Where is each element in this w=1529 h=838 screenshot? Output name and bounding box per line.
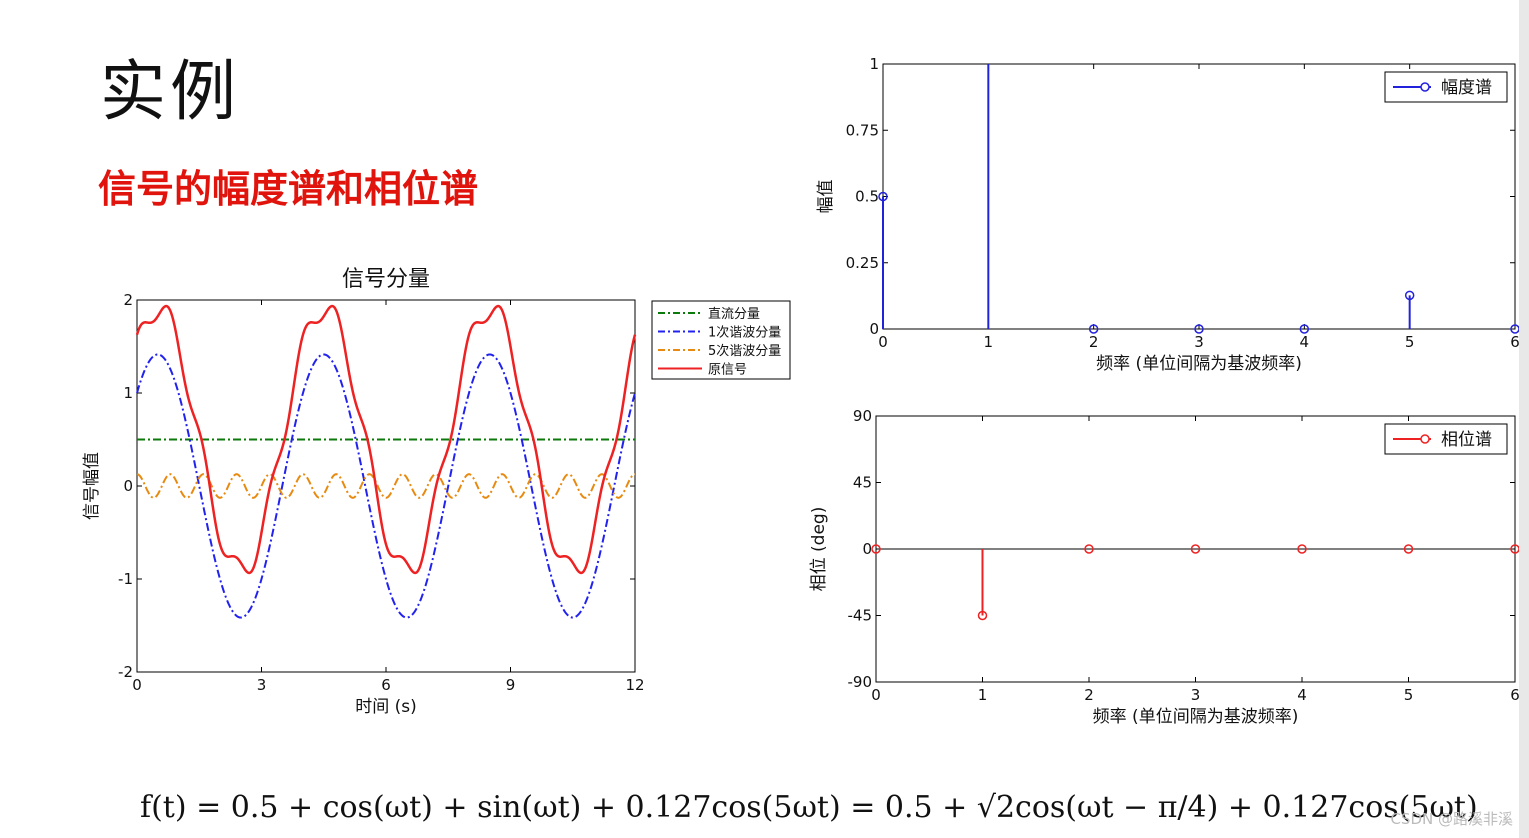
x-tick-label: 5 xyxy=(1405,333,1415,351)
y-tick-label: 1 xyxy=(869,55,879,73)
x-tick-label: 4 xyxy=(1297,686,1307,704)
stem-marker xyxy=(878,191,888,202)
stem-marker xyxy=(1510,544,1519,554)
y-tick-label: 0 xyxy=(123,477,133,495)
y-tick-label: -45 xyxy=(848,607,873,625)
legend-label: 幅度谱 xyxy=(1441,78,1492,98)
amplitude-spectrum-chart: 0 1 2 3 4 5 6 0 0.25 0.5 0.75 1 频率 (单位间隔为基波频率) 幅值 幅度谱 xyxy=(816,55,1519,374)
window-edge xyxy=(1519,0,1529,838)
y-tick-label: 0 xyxy=(862,540,872,558)
stem-marker xyxy=(1190,544,1201,554)
series-line-4 xyxy=(135,304,637,575)
y-tick-label: 0 xyxy=(869,320,879,338)
y-tick-label: -90 xyxy=(848,673,873,691)
series-line-3 xyxy=(136,473,636,499)
legend-label: 直流分量 xyxy=(708,307,760,322)
x-tick-label: 0 xyxy=(871,686,881,704)
y-axis-label: 幅值 xyxy=(816,180,836,214)
y-tick-label: 2 xyxy=(123,291,133,309)
axes-frame xyxy=(882,63,1516,330)
legend-label: 相位谱 xyxy=(1441,430,1492,450)
y-tick-label: 90 xyxy=(853,407,872,425)
stem-marker xyxy=(1299,324,1310,334)
x-tick-label: 6 xyxy=(381,676,391,694)
x-axis-label: 频率 (单位间隔为基波频率) xyxy=(1096,354,1302,374)
x-tick-label: 3 xyxy=(257,676,267,694)
series-line-2 xyxy=(136,353,636,619)
x-tick-label: 0 xyxy=(132,676,142,694)
y-tick-label: 45 xyxy=(853,474,872,492)
x-axis-label: 频率 (单位间隔为基波频率) xyxy=(1093,707,1299,727)
y-tick-label: -2 xyxy=(118,663,133,681)
y-tick-label: 1 xyxy=(123,384,133,402)
y-axis-label: 相位 (deg) xyxy=(809,507,829,592)
chart-title: 信号分量 xyxy=(342,267,430,292)
x-tick-label: 5 xyxy=(1404,686,1414,704)
legend-label: 1次谐波分量 xyxy=(708,325,781,341)
x-tick-label: 6 xyxy=(1510,333,1519,351)
y-tick-label: -1 xyxy=(118,570,133,588)
stem-marker xyxy=(1297,544,1307,554)
x-tick-label: 1 xyxy=(978,686,988,704)
x-tick-label: 12 xyxy=(625,676,644,694)
slide-title: 实例 xyxy=(100,53,240,130)
legend-label: 5次谐波分量 xyxy=(708,343,781,359)
x-tick-label: 1 xyxy=(984,333,994,351)
x-tick-label: 9 xyxy=(506,676,516,694)
x-tick-label: 2 xyxy=(1084,686,1094,704)
x-axis-label: 时间 (s) xyxy=(355,697,417,717)
x-tick-label: 3 xyxy=(1191,686,1201,704)
legend-marker xyxy=(1420,434,1430,444)
stem-marker xyxy=(871,544,881,554)
stem-marker xyxy=(1088,324,1099,334)
signal-formula: f(t) = 0.5 + cos(ωt) + sin(ωt) + 0.127co… xyxy=(140,790,1478,825)
x-tick-label: 6 xyxy=(1510,686,1519,704)
x-tick-label: 2 xyxy=(1089,333,1099,351)
x-tick-label: 3 xyxy=(1194,333,1204,351)
y-tick-label: 0.75 xyxy=(846,121,879,139)
stem-marker xyxy=(1194,324,1204,334)
y-tick-label: 0.5 xyxy=(855,188,879,206)
stem-marker xyxy=(977,610,988,621)
stem-marker xyxy=(1403,544,1414,554)
y-axis-label: 信号幅值 xyxy=(82,452,102,520)
axes-frame xyxy=(136,299,636,673)
x-tick-label: 0 xyxy=(878,333,888,351)
slide-subtitle: 信号的幅度谱和相位谱 xyxy=(98,167,479,211)
x-tick-label: 4 xyxy=(1300,333,1310,351)
stem-marker xyxy=(1404,290,1415,301)
legend-label: 原信号 xyxy=(708,363,747,378)
watermark: CSDN @路溪非溪 xyxy=(1390,810,1513,828)
stem-marker xyxy=(1084,544,1094,554)
stem-marker xyxy=(1510,324,1519,334)
y-tick-label: 0.25 xyxy=(846,254,879,272)
legend-marker xyxy=(1420,82,1430,92)
